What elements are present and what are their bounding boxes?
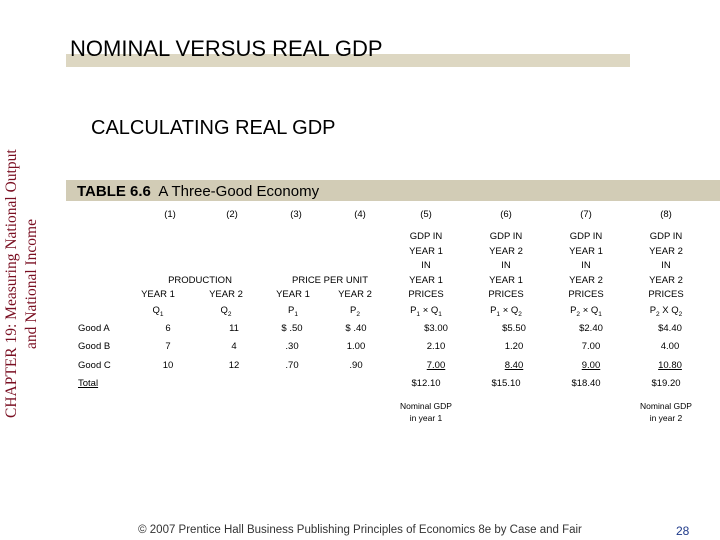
good-a-p1: $ .50 [281,323,303,334]
chapter-title-line-1: CHAPTER 19: Measuring National Output [3,149,20,419]
good-a-col6: $5.50 [502,323,526,334]
good-b-p2: 1.00 [346,341,366,352]
title-underline-bar [66,54,630,67]
good-c-p1: .70 [285,360,299,371]
good-c-col8: 10.80 [658,360,682,371]
good-b-col8: 4.00 [660,341,680,352]
table-caption-bar [66,180,720,201]
formula-col5: P1 × Q1 [410,305,442,318]
slide-title: NOMINAL VERSUS REAL GDP [70,36,383,61]
year1-production-header: YEAR 1 [141,289,175,300]
col-number-5: (5) [420,209,432,220]
good-c-col7: 9.00 [581,360,601,371]
good-a-col8: $4.40 [658,323,682,334]
gdp-header-col8: GDP IN YEAR 2 IN YEAR 2 PRICES [648,231,684,300]
col-number-6: (6) [500,209,512,220]
production-header: PRODUCTION [168,275,232,286]
year2-price-header: YEAR 2 [338,289,372,300]
good-a-p2: $ .40 [345,323,367,334]
gdp-header-col6: GDP IN YEAR 2 IN YEAR 1 PRICES [488,231,524,300]
good-b-col5: 2.10 [426,341,446,352]
col-number-3: (3) [290,209,302,220]
good-c-p2: .90 [349,360,363,371]
good-b-col7: 7.00 [581,341,601,352]
chapter-side-title: CHAPTER 19: Measuring National Output an… [2,74,58,494]
good-c-col5: 7.00 [426,360,446,371]
good-b-col6: 1.20 [504,341,524,352]
total-col6: $15.10 [491,378,521,389]
slide-subtitle: CALCULATING REAL GDP [91,117,336,139]
nominal-gdp-year2-note: Nominal GDP in year 2 [640,401,692,423]
table-name: A Three-Good Economy [158,183,320,200]
formula-col8: P2 X Q2 [649,305,683,318]
good-c-col6: 8.40 [504,360,524,371]
gdp-header-col7: GDP IN YEAR 1 IN YEAR 2 PRICES [568,231,604,300]
good-a-label: Good A [78,323,110,334]
good-a-q1: 6 [165,323,171,334]
col-number-7: (7) [580,209,592,220]
col-number-2: (2) [226,209,238,220]
col-number-1: (1) [164,209,176,220]
p1-symbol: P1 [288,305,298,318]
p2-symbol: P2 [350,305,360,318]
table-caption: TABLE 6.6 A Three-Good Economy [77,183,319,200]
col-number-4: (4) [354,209,366,220]
good-a-col7: $2.40 [579,323,603,334]
total-col7: $18.40 [571,378,601,389]
total-label: Total [78,378,99,389]
price-per-unit-header: PRICE PER UNIT [291,275,368,286]
copyright-footer: © 2007 Prentice Hall Business Publishing… [138,524,582,536]
good-a-q2: 11 [229,323,239,334]
good-b-q2: 4 [231,341,237,352]
col-number-8: (8) [660,209,672,220]
total-col5: $12.10 [411,378,441,389]
page-number: 28 [676,524,690,538]
good-c-q2: 12 [228,360,240,371]
good-b-p1: .30 [285,341,299,352]
chapter-title-line-2: and National Income [23,219,40,349]
q2-symbol: Q2 [220,305,232,318]
formula-col6: P1 × Q2 [490,305,522,318]
gdp-header-col5: GDP IN YEAR 1 IN YEAR 1 PRICES [408,231,444,300]
q1-symbol: Q1 [152,305,164,318]
nominal-gdp-year1-note: Nominal GDP in year 1 [400,401,452,423]
total-col8: $19.20 [651,378,681,389]
year1-price-header: YEAR 1 [276,289,310,300]
formula-col7: P2 × Q1 [570,305,602,318]
year2-production-header: YEAR 2 [209,289,243,300]
good-c-q1: 10 [162,360,174,371]
good-c-label: Good C [78,360,111,371]
good-a-col5: $3.00 [424,323,448,334]
good-b-label: Good B [78,341,111,352]
table-label: TABLE 6.6 [77,183,151,200]
good-b-q1: 7 [165,341,171,352]
